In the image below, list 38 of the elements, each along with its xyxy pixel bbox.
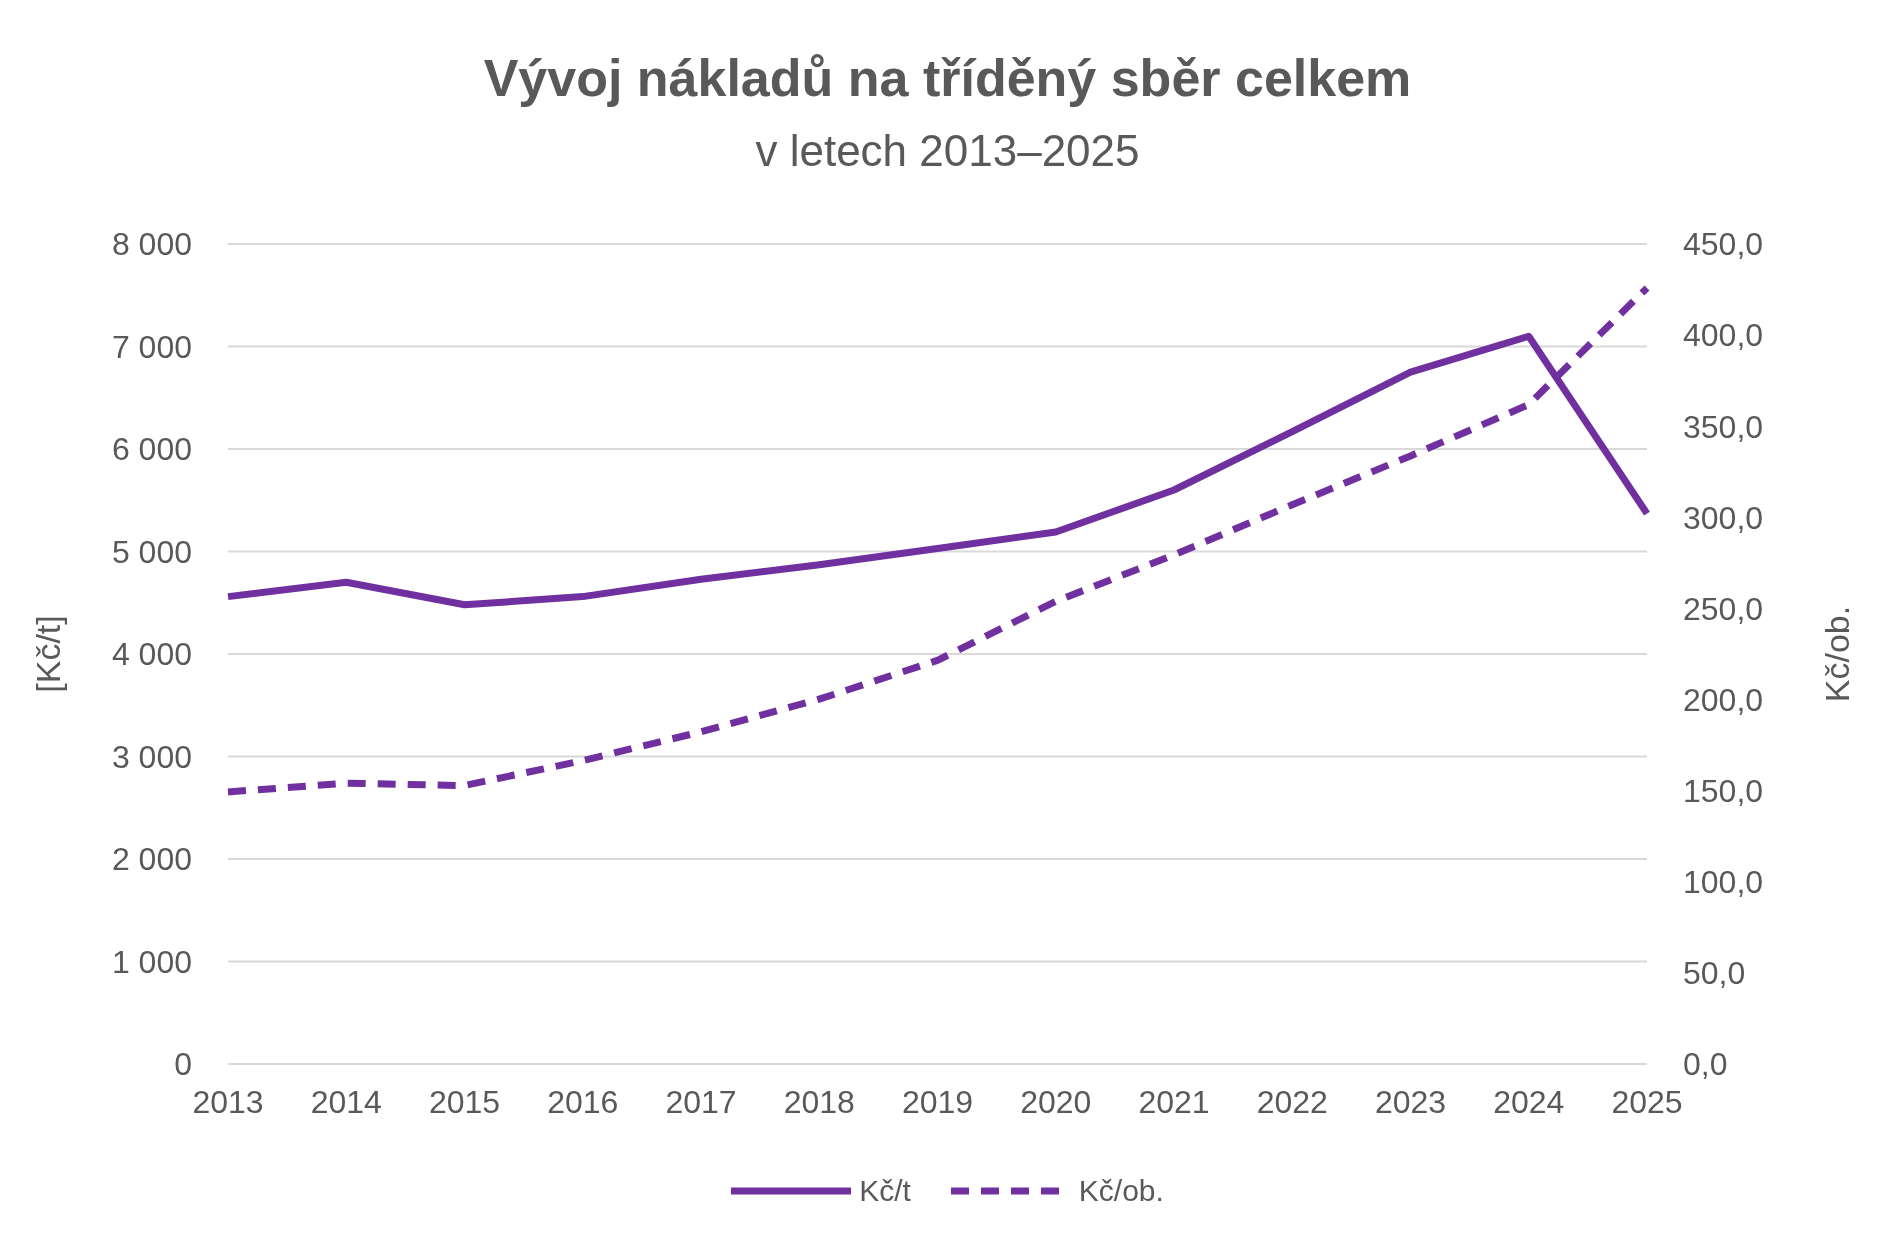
chart-subtitle: v letech 2013–2025	[754, 126, 1141, 176]
x-tick-label: 2013	[192, 1083, 264, 1120]
chart-title: Vývoj nákladů na tříděný sběr celkem	[482, 48, 1413, 108]
x-tick-label: 2021	[1138, 1083, 1210, 1120]
x-tick-label: 2019	[901, 1083, 974, 1120]
x-tick-label: 2014	[310, 1083, 382, 1120]
legend-label: Kč/t	[859, 1174, 911, 1208]
y-tick-label: 7 000	[111, 328, 192, 365]
y2-tick-label: 100,0	[1683, 864, 1764, 901]
y2-tick-label: 0,0	[1683, 1046, 1728, 1083]
y2-tick-label: 450,0	[1683, 226, 1764, 263]
y2-tick-label: 400,0	[1683, 317, 1764, 354]
x-tick-label: 2022	[1256, 1083, 1328, 1120]
x-tick-label: 2024	[1493, 1083, 1565, 1120]
y-tick-label: 3 000	[111, 738, 192, 775]
y2-tick-label: 350,0	[1683, 408, 1764, 445]
y2-tick-label: 250,0	[1683, 590, 1764, 627]
x-tick-label: 2016	[547, 1083, 619, 1120]
legend-label: Kč/ob.	[1078, 1174, 1164, 1208]
y2-tick-label: 50,0	[1683, 955, 1746, 992]
y-tick-label: 2 000	[111, 841, 192, 878]
x-tick-label: 2020	[1020, 1083, 1092, 1120]
x-tick-label: 2015	[428, 1083, 501, 1120]
y2-tick-label: 150,0	[1683, 773, 1764, 810]
x-tick-label: 2023	[1374, 1083, 1447, 1120]
y2-tick-label: 200,0	[1683, 681, 1764, 718]
x-tick-label: 2018	[783, 1083, 855, 1120]
y-tick-label: 0	[174, 1046, 192, 1083]
y-tick-label: 4 000	[111, 636, 192, 673]
y2-axis-title: Kč/ob.	[1818, 605, 1857, 703]
x-tick-label: 2025	[1611, 1083, 1683, 1120]
y-tick-label: 1 000	[111, 943, 192, 980]
x-tick-label: 2017	[665, 1083, 737, 1120]
y2-tick-label: 300,0	[1683, 499, 1764, 536]
y-tick-label: 5 000	[111, 533, 192, 570]
y-tick-label: 6 000	[111, 431, 192, 468]
y-tick-label: 8 000	[111, 226, 192, 263]
y-axis-title: [Kč/t]	[29, 615, 68, 693]
